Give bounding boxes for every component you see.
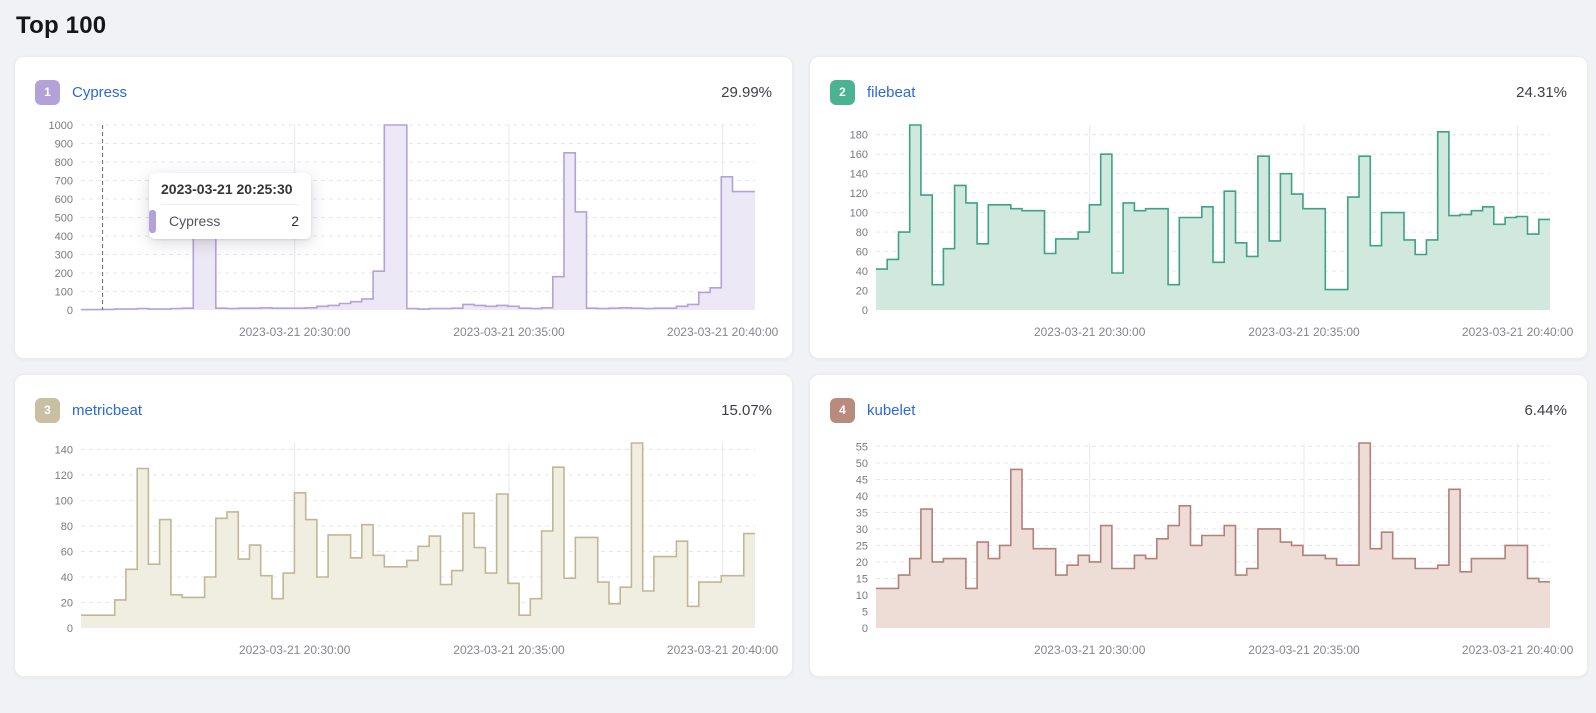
svg-text:0: 0 [862, 305, 868, 317]
svg-text:45: 45 [856, 474, 868, 486]
rank-badge: 4 [830, 397, 855, 423]
svg-text:180: 180 [850, 130, 868, 142]
svg-text:15: 15 [856, 573, 868, 585]
rank-badge: 3 [35, 397, 60, 423]
series-name-link-kubelet[interactable]: kubelet [867, 401, 916, 419]
svg-text:60: 60 [856, 247, 868, 259]
page-title: Top 100 [16, 12, 107, 39]
tooltip-date: 2023-03-21 20:25:30 [161, 181, 299, 205]
chart-card-filebeat: 2 filebeat 24.31% 2023-03-21 20:30:00 202… [809, 56, 1588, 359]
svg-text:2023-03-21 20:30:00: 2023-03-21 20:30:00 [1034, 643, 1146, 657]
rank-badge: 1 [35, 79, 60, 105]
svg-text:50: 50 [856, 458, 868, 470]
svg-text:140: 140 [55, 444, 73, 456]
series-name-link-cypress[interactable]: Cypress [72, 83, 128, 101]
svg-text:10: 10 [856, 590, 868, 602]
svg-text:100: 100 [55, 495, 73, 507]
percent-value: 29.99% [721, 83, 772, 101]
svg-text:2023-03-21 20:35:00: 2023-03-21 20:35:00 [1248, 643, 1360, 657]
tooltip-value: 2 [291, 213, 299, 229]
svg-text:2023-03-21 20:40:00: 2023-03-21 20:40:00 [667, 643, 779, 657]
tooltip-series-marker [149, 210, 156, 233]
cards-grid: 1 Cypress 29.99% 2023-03-21 20:30:00 2023… [14, 56, 1588, 677]
percent-value: 15.07% [721, 401, 772, 419]
svg-text:40: 40 [856, 491, 868, 503]
rank-badge: 2 [830, 79, 855, 105]
chart-card-kubelet: 4 kubelet 6.44% 2023-03-21 20:30:00 2023-… [809, 374, 1588, 677]
svg-text:2023-03-21 20:35:00: 2023-03-21 20:35:00 [1248, 325, 1360, 339]
svg-text:40: 40 [61, 572, 73, 584]
chart-area-kubelet[interactable]: 2023-03-21 20:30:00 2023-03-21 20:35:00 20… [828, 433, 1574, 660]
card-header: 2 filebeat 24.31% [830, 77, 1567, 107]
percent-value: 6.44% [1524, 401, 1567, 419]
svg-text:0: 0 [67, 623, 73, 635]
svg-text:100: 100 [55, 287, 73, 299]
series-name-link-filebeat[interactable]: filebeat [867, 83, 916, 101]
svg-text:20: 20 [856, 557, 868, 569]
chart-area-cypress[interactable]: 2023-03-21 20:30:00 2023-03-21 20:35:00 20… [33, 115, 779, 342]
svg-text:5: 5 [862, 606, 868, 618]
svg-text:2023-03-21 20:35:00: 2023-03-21 20:35:00 [453, 643, 565, 657]
svg-text:80: 80 [61, 521, 73, 533]
svg-text:2023-03-21 20:30:00: 2023-03-21 20:30:00 [239, 643, 351, 657]
series-name-link-metricbeat[interactable]: metricbeat [72, 401, 143, 419]
svg-text:35: 35 [856, 507, 868, 519]
chart-area-metricbeat[interactable]: 2023-03-21 20:30:00 2023-03-21 20:35:00 20… [33, 433, 779, 660]
svg-text:300: 300 [55, 250, 73, 262]
svg-text:2023-03-21 20:30:00: 2023-03-21 20:30:00 [1034, 325, 1146, 339]
tooltip-series-name: Cypress [169, 213, 221, 229]
chart-card-metricbeat: 3 metricbeat 15.07% 2023-03-21 20:30:00 2… [14, 374, 793, 677]
chart-canvas-metricbeat[interactable]: 2023-03-21 20:30:00 2023-03-21 20:35:00 20… [33, 433, 779, 660]
svg-text:0: 0 [67, 305, 73, 317]
svg-text:700: 700 [55, 176, 73, 188]
svg-text:800: 800 [55, 157, 73, 169]
svg-text:2023-03-21 20:40:00: 2023-03-21 20:40:00 [1462, 325, 1574, 339]
svg-text:120: 120 [55, 470, 73, 482]
svg-text:900: 900 [55, 139, 73, 151]
svg-text:20: 20 [856, 286, 868, 298]
tooltip-row: Cypress 2 [149, 205, 299, 233]
chart-tooltip: 2023-03-21 20:25:30 Cypress 2 [149, 173, 311, 239]
svg-text:40: 40 [856, 266, 868, 278]
svg-text:500: 500 [55, 213, 73, 225]
svg-text:2023-03-21 20:30:00: 2023-03-21 20:30:00 [239, 325, 351, 339]
card-header: 4 kubelet 6.44% [830, 395, 1567, 425]
page: Top 100 1 Cypress 29.99% 2023-03-21 20:3… [14, 12, 1588, 677]
svg-text:60: 60 [61, 546, 73, 558]
svg-text:20: 20 [61, 597, 73, 609]
chart-canvas-filebeat[interactable]: 2023-03-21 20:30:00 2023-03-21 20:35:00 20… [828, 115, 1574, 342]
svg-text:2023-03-21 20:35:00: 2023-03-21 20:35:00 [453, 325, 565, 339]
chart-area-filebeat[interactable]: 2023-03-21 20:30:00 2023-03-21 20:35:00 20… [828, 115, 1574, 342]
svg-text:160: 160 [850, 149, 868, 161]
svg-text:600: 600 [55, 194, 73, 206]
svg-text:120: 120 [850, 188, 868, 200]
svg-text:400: 400 [55, 231, 73, 243]
svg-text:100: 100 [850, 208, 868, 220]
svg-text:30: 30 [856, 524, 868, 536]
svg-text:2023-03-21 20:40:00: 2023-03-21 20:40:00 [1462, 643, 1574, 657]
svg-text:80: 80 [856, 227, 868, 239]
svg-text:55: 55 [856, 441, 868, 453]
percent-value: 24.31% [1516, 83, 1567, 101]
card-header: 1 Cypress 29.99% [35, 77, 772, 107]
chart-card-cypress: 1 Cypress 29.99% 2023-03-21 20:30:00 2023… [14, 56, 793, 359]
svg-text:1000: 1000 [49, 120, 73, 132]
chart-canvas-cypress[interactable]: 2023-03-21 20:30:00 2023-03-21 20:35:00 20… [33, 115, 779, 342]
svg-text:200: 200 [55, 268, 73, 280]
svg-text:25: 25 [856, 540, 868, 552]
svg-text:0: 0 [862, 623, 868, 635]
svg-text:140: 140 [850, 169, 868, 181]
card-header: 3 metricbeat 15.07% [35, 395, 772, 425]
svg-text:2023-03-21 20:40:00: 2023-03-21 20:40:00 [667, 325, 779, 339]
chart-canvas-kubelet[interactable]: 2023-03-21 20:30:00 2023-03-21 20:35:00 20… [828, 433, 1574, 660]
